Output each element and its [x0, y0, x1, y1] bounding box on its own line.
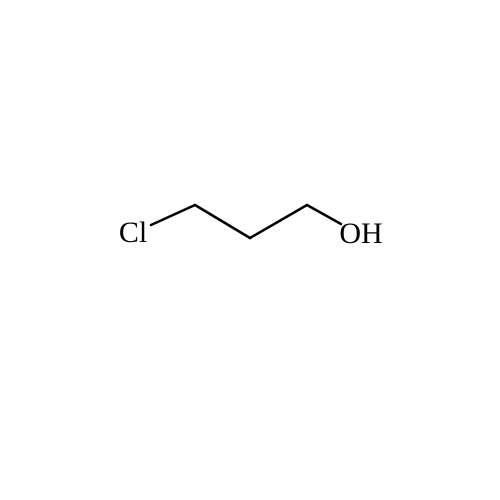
atom-label-cl: Cl: [119, 216, 147, 250]
atom-label-oh: OH: [339, 217, 382, 251]
bond-layer: [0, 0, 500, 500]
bond: [151, 205, 195, 225]
molecule-canvas: Cl OH: [0, 0, 500, 500]
bond: [195, 205, 250, 238]
bond: [307, 205, 341, 224]
bond: [250, 205, 307, 238]
